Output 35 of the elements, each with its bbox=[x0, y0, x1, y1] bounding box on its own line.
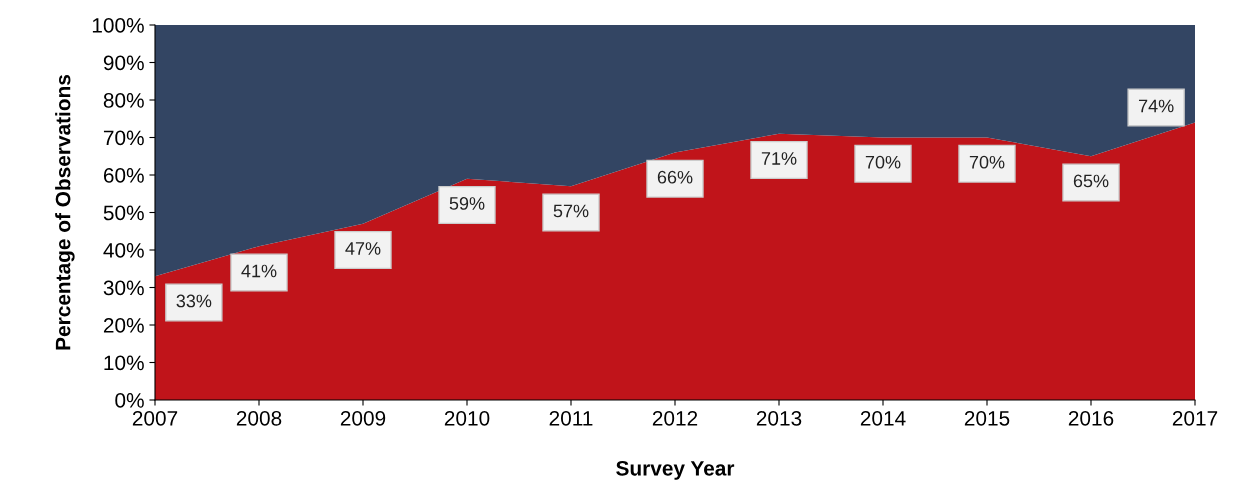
y-tick-label: 100% bbox=[92, 18, 144, 33]
data-label: 47% bbox=[345, 242, 381, 255]
x-axis-title: Survey Year bbox=[616, 460, 735, 480]
x-tick-label: 2015 bbox=[964, 410, 1010, 426]
x-tick-label: 2012 bbox=[652, 410, 698, 426]
y-tick-label: 10% bbox=[104, 355, 144, 371]
x-tick-label: 2009 bbox=[340, 410, 386, 426]
y-tick-label: 90% bbox=[103, 55, 144, 71]
x-tick-label: 2007 bbox=[132, 410, 178, 426]
y-axis-title: Percentage of Observations bbox=[55, 74, 75, 350]
data-label: 57% bbox=[553, 204, 589, 218]
data-label: 70% bbox=[865, 155, 901, 169]
y-tick-label: 80% bbox=[103, 93, 144, 108]
data-label: 70% bbox=[969, 155, 1005, 169]
x-tick-label: 2016 bbox=[1068, 410, 1114, 426]
data-label: 71% bbox=[761, 152, 797, 165]
x-tick-label: 2008 bbox=[236, 410, 282, 426]
y-tick-label: 0% bbox=[115, 393, 144, 408]
y-tick-label: 50% bbox=[103, 205, 144, 221]
x-tick-label: 2017 bbox=[1172, 410, 1218, 426]
data-label: 66% bbox=[657, 170, 693, 184]
y-tick-label: 40% bbox=[103, 243, 144, 258]
y-tick-label: 20% bbox=[103, 318, 144, 333]
y-tick-label: 30% bbox=[103, 280, 144, 296]
data-label: 74% bbox=[1138, 99, 1174, 113]
x-tick-label: 2011 bbox=[549, 410, 593, 426]
data-label: 33% bbox=[176, 294, 212, 308]
data-label: 65% bbox=[1073, 174, 1109, 188]
x-tick-label: 2010 bbox=[444, 410, 490, 426]
x-tick-label: 2014 bbox=[860, 410, 906, 426]
data-label: 41% bbox=[241, 264, 277, 278]
y-tick-label: 60% bbox=[103, 168, 144, 183]
y-tick-label: 70% bbox=[103, 130, 144, 146]
x-tick-label: 2013 bbox=[756, 410, 802, 426]
data-label: 59% bbox=[449, 197, 485, 210]
